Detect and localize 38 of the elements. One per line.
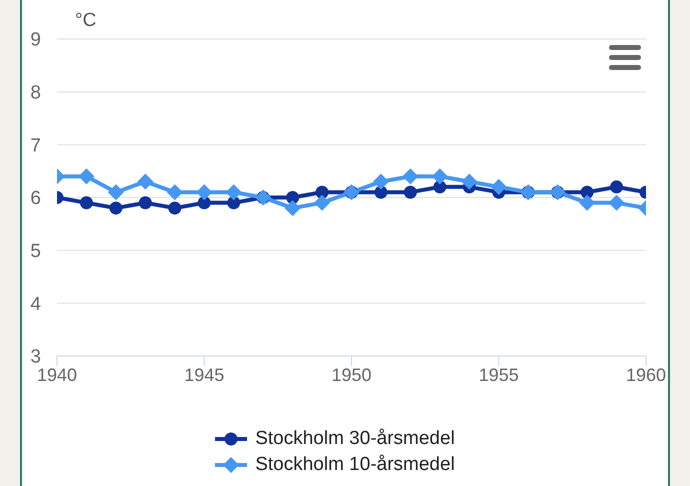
y-tick-label: 7 — [30, 135, 41, 156]
point — [137, 174, 154, 190]
point — [227, 196, 240, 210]
point — [168, 202, 182, 215]
point — [196, 184, 212, 200]
point — [402, 168, 418, 184]
point — [198, 196, 211, 210]
point — [608, 194, 625, 211]
point — [314, 194, 330, 211]
point — [78, 168, 94, 184]
point — [490, 178, 507, 195]
point — [610, 180, 624, 194]
y-tick-label: 5 — [30, 241, 41, 262]
x-tick-label: 1960 — [626, 364, 666, 385]
x-tick-label: 1945 — [184, 364, 224, 385]
point — [404, 186, 417, 199]
point — [372, 174, 389, 190]
point — [166, 184, 183, 200]
point — [108, 184, 124, 200]
point — [580, 186, 594, 199]
point — [461, 174, 478, 190]
y-tick-label: 9 — [30, 30, 41, 51]
y-tick-label: 8 — [30, 82, 41, 104]
x-tick-label: 1955 — [478, 364, 519, 385]
y-tick-label: 4 — [30, 294, 42, 315]
point — [284, 200, 301, 216]
x-tick-label: 1950 — [331, 364, 372, 385]
y-tick-label: 6 — [30, 188, 41, 210]
point — [138, 196, 152, 210]
legend-label: Stockholm 30-årsmedel — [255, 427, 455, 451]
point — [226, 184, 242, 200]
point — [432, 168, 448, 184]
y-axis-title: °C — [75, 10, 96, 32]
point — [80, 196, 93, 210]
point — [109, 202, 122, 215]
point — [579, 194, 596, 211]
legend-label: Stockholm 10-årsmedel — [255, 453, 455, 477]
point — [316, 186, 329, 199]
